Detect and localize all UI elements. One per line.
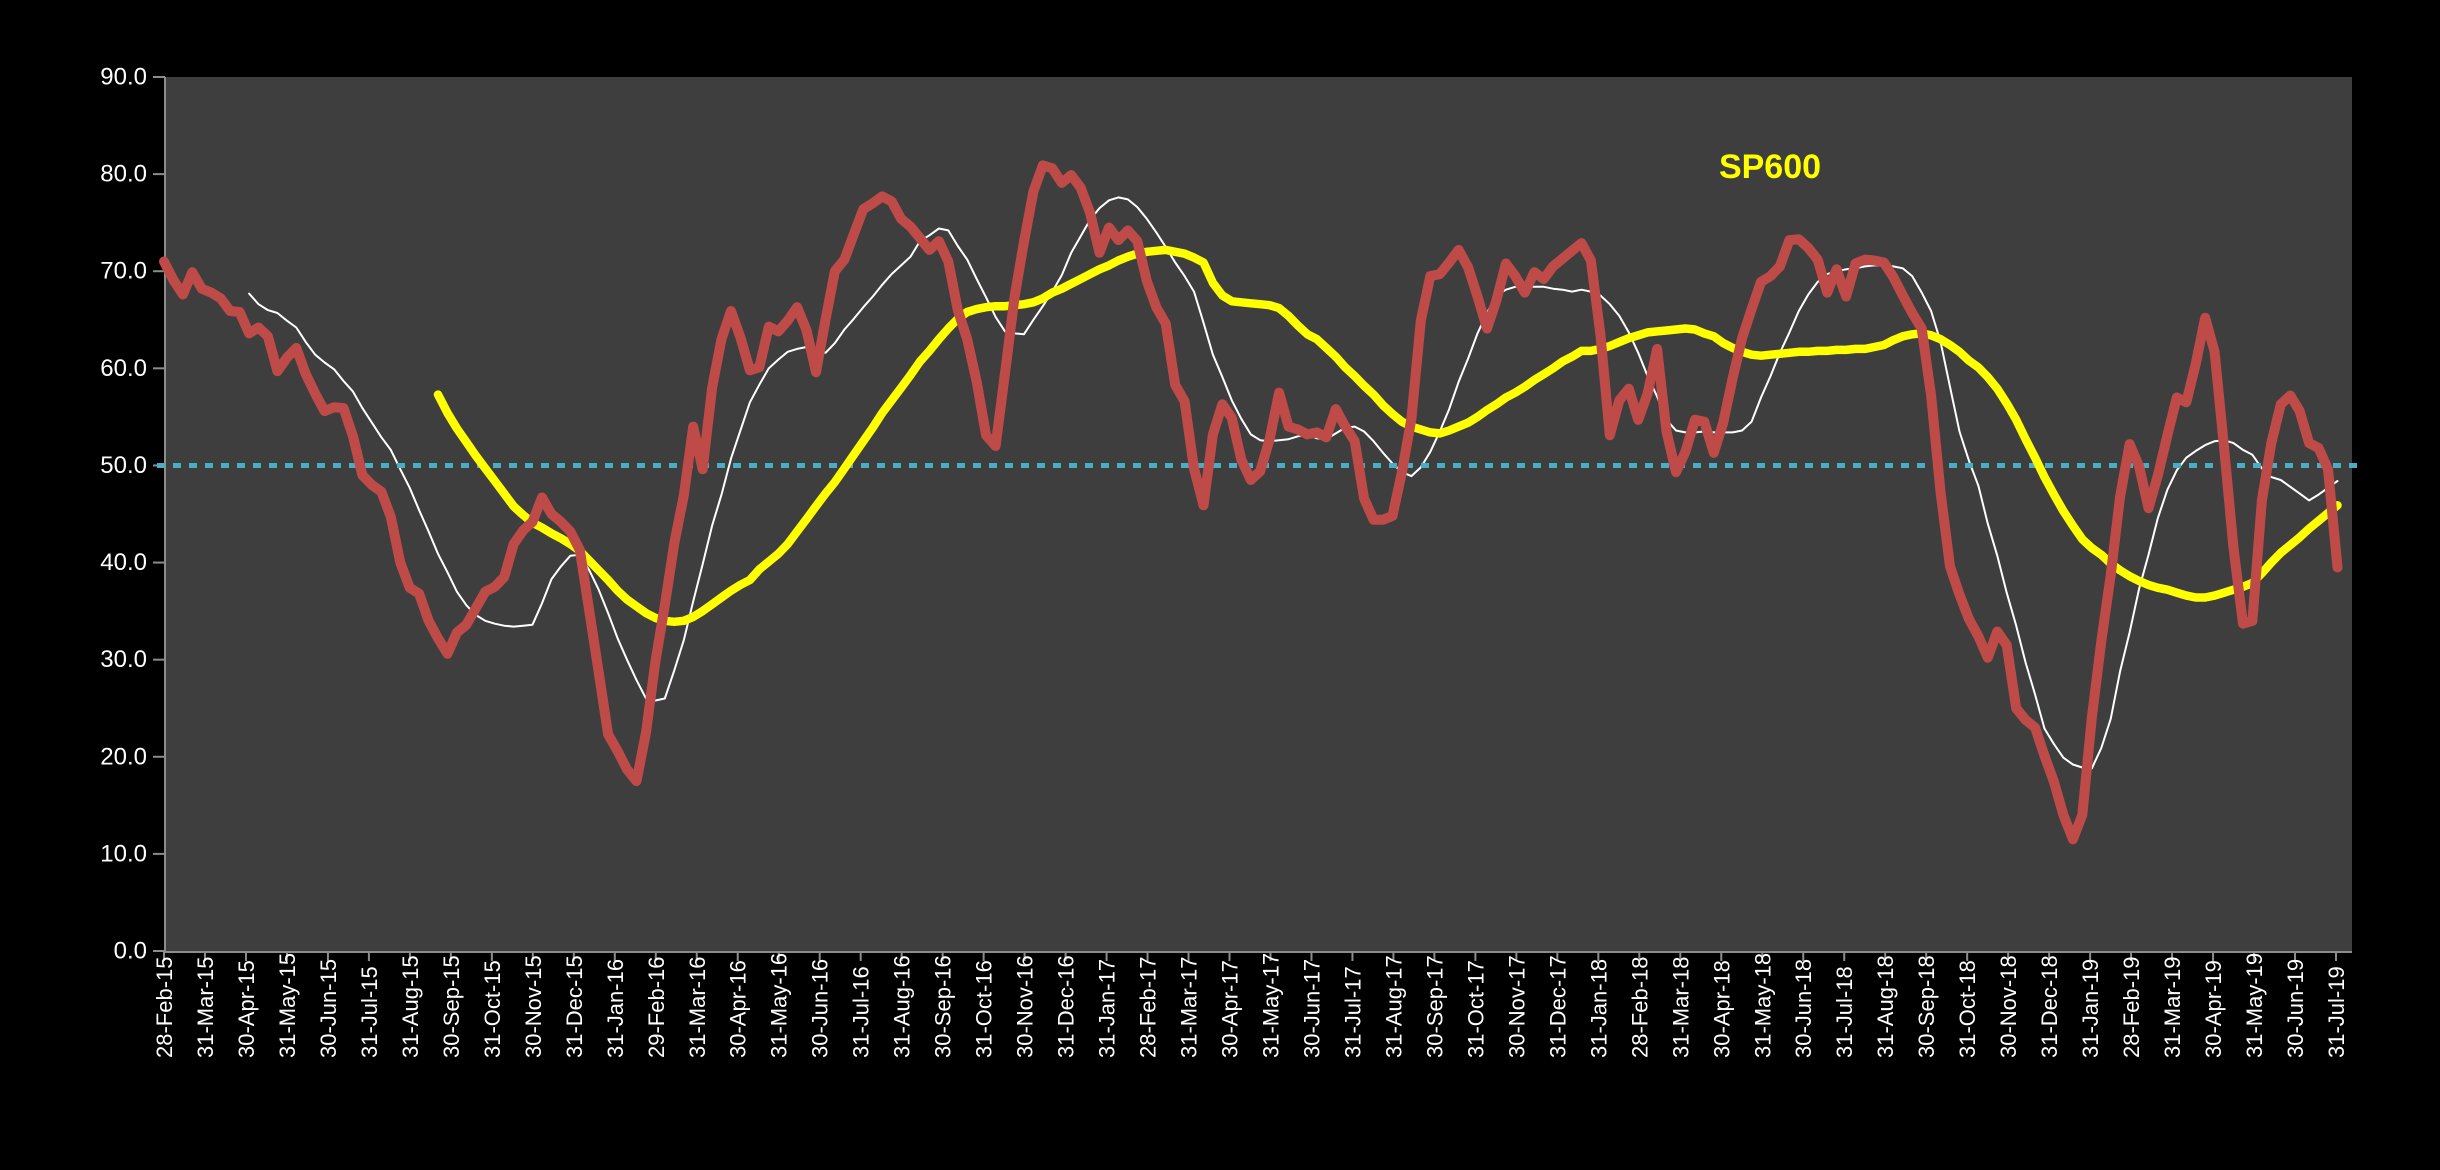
- x-tick-label: 30-Apr-15: [234, 960, 259, 1058]
- x-tick-label: 31-May-15: [275, 953, 300, 1058]
- y-tick-label: 0.0: [114, 938, 147, 965]
- yellow-slow-average-line: [433, 245, 2342, 627]
- x-tick-label: 30-Nov-15: [521, 955, 546, 1058]
- x-tick-label: 28-Feb-19: [2119, 956, 2144, 1058]
- y-tick-label: 10.0: [100, 840, 147, 867]
- y-tick-label: 90.0: [100, 64, 147, 91]
- x-tick-label: 31-Oct-15: [480, 960, 505, 1058]
- x-tick-label: 30-Sep-15: [439, 955, 464, 1058]
- x-tick-label: 30-Apr-19: [2201, 960, 2226, 1058]
- x-tick-label: 31-Jan-18: [1586, 959, 1611, 1058]
- x-tick-label: 31-Jul-16: [849, 966, 874, 1058]
- x-tick-label: 30-Nov-17: [1504, 955, 1529, 1058]
- x-tick-label: 30-Nov-16: [1013, 955, 1038, 1058]
- x-tick-label: 30-Sep-17: [1422, 955, 1447, 1058]
- x-tick-label: 28-Feb-15: [152, 956, 177, 1058]
- x-tick-label: 30-Apr-16: [726, 960, 751, 1058]
- x-tick-label: 31-Oct-16: [972, 960, 997, 1058]
- y-tick-label: 70.0: [100, 258, 147, 285]
- x-tick-label: 31-May-16: [767, 953, 792, 1058]
- x-tick-label: 31-Jan-16: [603, 959, 628, 1058]
- y-tick-label: 40.0: [100, 549, 147, 576]
- x-tick-label: 31-Oct-18: [1955, 960, 1980, 1058]
- x-tick-label: 30-Jun-16: [808, 959, 833, 1058]
- x-tick-label: 31-Aug-18: [1873, 955, 1898, 1058]
- x-tick-label: 31-Dec-16: [1054, 955, 1079, 1058]
- x-tick-label: 28-Feb-18: [1627, 956, 1652, 1058]
- x-tick-label: 30-Jun-18: [1791, 959, 1816, 1058]
- x-tick-label: 30-Apr-18: [1709, 960, 1734, 1058]
- x-tick-label: 31-Aug-15: [398, 955, 423, 1058]
- x-tick-label: 31-Aug-16: [890, 955, 915, 1058]
- x-tick-label: 31-Jul-17: [1340, 966, 1365, 1058]
- x-tick-label: 31-Dec-18: [2037, 955, 2062, 1058]
- x-tick-label: 30-Sep-18: [1914, 955, 1939, 1058]
- white-fast-average-line: [248, 196, 2339, 770]
- chart-title: SP600: [1718, 148, 1822, 186]
- x-tick-label: 30-Nov-18: [1996, 955, 2021, 1058]
- x-tick-label: 31-May-19: [2242, 953, 2267, 1058]
- x-tick-label: 31-Jan-17: [1095, 959, 1120, 1058]
- x-tick-label: 31-May-18: [1750, 953, 1775, 1058]
- x-tick-label: 31-Jul-15: [357, 966, 382, 1058]
- x-tick-label: 29-Feb-16: [644, 956, 669, 1058]
- red-main-line: [159, 160, 2343, 845]
- x-tick-label: 31-Oct-17: [1463, 960, 1488, 1058]
- x-tick-label: 30-Jun-15: [316, 959, 341, 1058]
- x-tick-label: 31-Dec-15: [562, 955, 587, 1058]
- y-tick-label: 50.0: [100, 452, 147, 479]
- x-tick-label: 31-Mar-15: [193, 957, 218, 1058]
- x-tick-label: 31-Jul-18: [1832, 966, 1857, 1058]
- y-tick-label: 60.0: [100, 355, 147, 382]
- x-tick-label: 31-Jul-19: [2324, 966, 2349, 1058]
- x-tick-label: 30-Jun-19: [2283, 959, 2308, 1058]
- x-tick-label: 30-Jun-17: [1299, 959, 1324, 1058]
- y-tick-label: 80.0: [100, 161, 147, 188]
- y-tick-label: 20.0: [100, 743, 147, 770]
- x-tick-label: 31-Aug-17: [1381, 955, 1406, 1058]
- x-tick-label: 31-Dec-17: [1545, 955, 1570, 1058]
- y-tick-label: 30.0: [100, 646, 147, 673]
- x-tick-label: 28-Feb-17: [1136, 956, 1161, 1058]
- x-tick-label: 31-Mar-19: [2160, 957, 2185, 1058]
- x-tick-label: 31-Mar-17: [1177, 957, 1202, 1058]
- plot-area: [164, 77, 2352, 951]
- x-tick-label: 31-Mar-16: [685, 957, 710, 1058]
- x-tick-label: 31-May-17: [1258, 953, 1283, 1058]
- x-tick-label: 30-Apr-17: [1218, 960, 1243, 1058]
- x-tick-label: 31-Mar-18: [1668, 957, 1693, 1058]
- x-tick-label: 31-Jan-19: [2078, 959, 2103, 1058]
- x-tick-label: 30-Sep-16: [931, 955, 956, 1058]
